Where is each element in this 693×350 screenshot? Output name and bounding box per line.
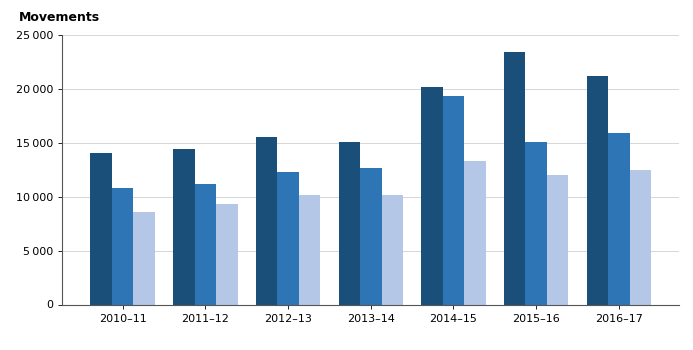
Bar bbox=[216, 204, 238, 304]
Bar bbox=[630, 170, 651, 304]
Bar bbox=[586, 76, 608, 304]
Bar bbox=[112, 188, 134, 304]
Text: Movements: Movements bbox=[19, 11, 100, 24]
Bar bbox=[195, 184, 216, 304]
Bar bbox=[90, 153, 112, 304]
Bar bbox=[299, 195, 320, 304]
Bar bbox=[525, 142, 547, 304]
Bar bbox=[338, 142, 360, 304]
Bar bbox=[464, 161, 486, 304]
Bar bbox=[173, 149, 195, 304]
Bar bbox=[256, 138, 277, 304]
Bar bbox=[277, 172, 299, 304]
Bar bbox=[382, 195, 403, 304]
Bar bbox=[360, 168, 382, 304]
Bar bbox=[608, 133, 630, 304]
Bar bbox=[443, 97, 464, 304]
Bar bbox=[421, 87, 443, 304]
Bar bbox=[134, 212, 155, 304]
Bar bbox=[547, 175, 568, 304]
Bar bbox=[504, 52, 525, 304]
